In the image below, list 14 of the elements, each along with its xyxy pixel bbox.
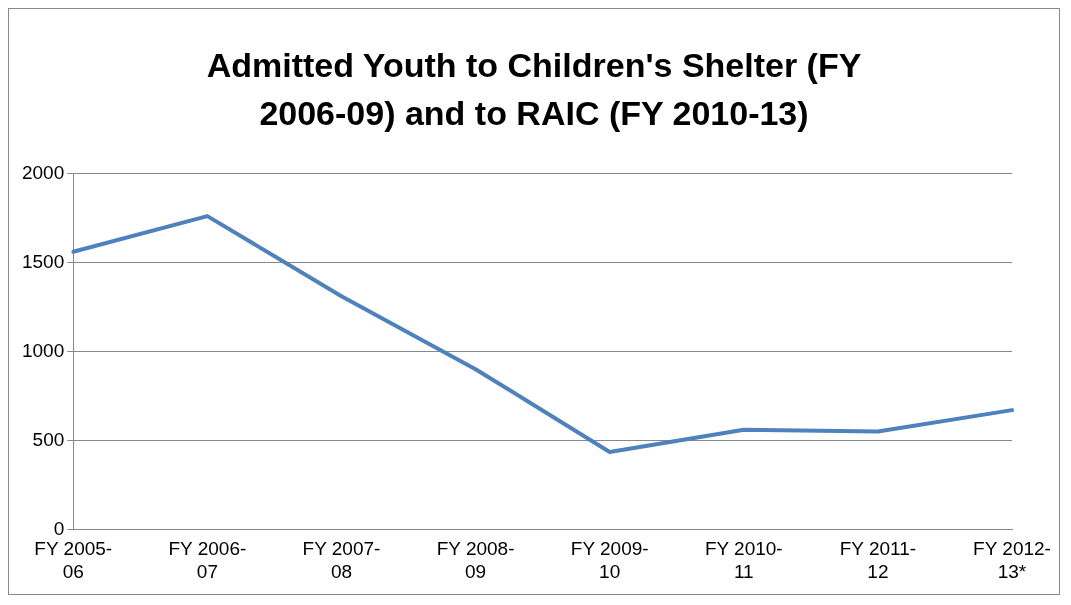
x-tick-label: FY 2005-06 [34, 538, 113, 582]
y-tick-label: 1500 [21, 250, 65, 272]
x-tick-label: FY 2007-08 [302, 538, 381, 582]
x-tick-label: FY 2012-13* [973, 538, 1051, 582]
x-tick-label: FY 2011-12 [839, 538, 917, 582]
y-tick-label: 500 [32, 428, 65, 450]
x-tick-label: FY 2010-11 [704, 538, 783, 582]
chart-title: Admitted Youth to Children's Shelter (FY 2006-09) and to RAIC (FY 2010-13) [205, 45, 863, 134]
x-tick-label: FY 2009-10 [570, 538, 649, 582]
y-tick-label: 1000 [21, 339, 65, 361]
x-tick-label: FY 2006-07 [168, 538, 247, 582]
x-tick-label: FY 2008-09 [436, 538, 515, 582]
y-tick-label: 0 [53, 517, 65, 539]
y-tick-label: 2000 [21, 161, 65, 183]
